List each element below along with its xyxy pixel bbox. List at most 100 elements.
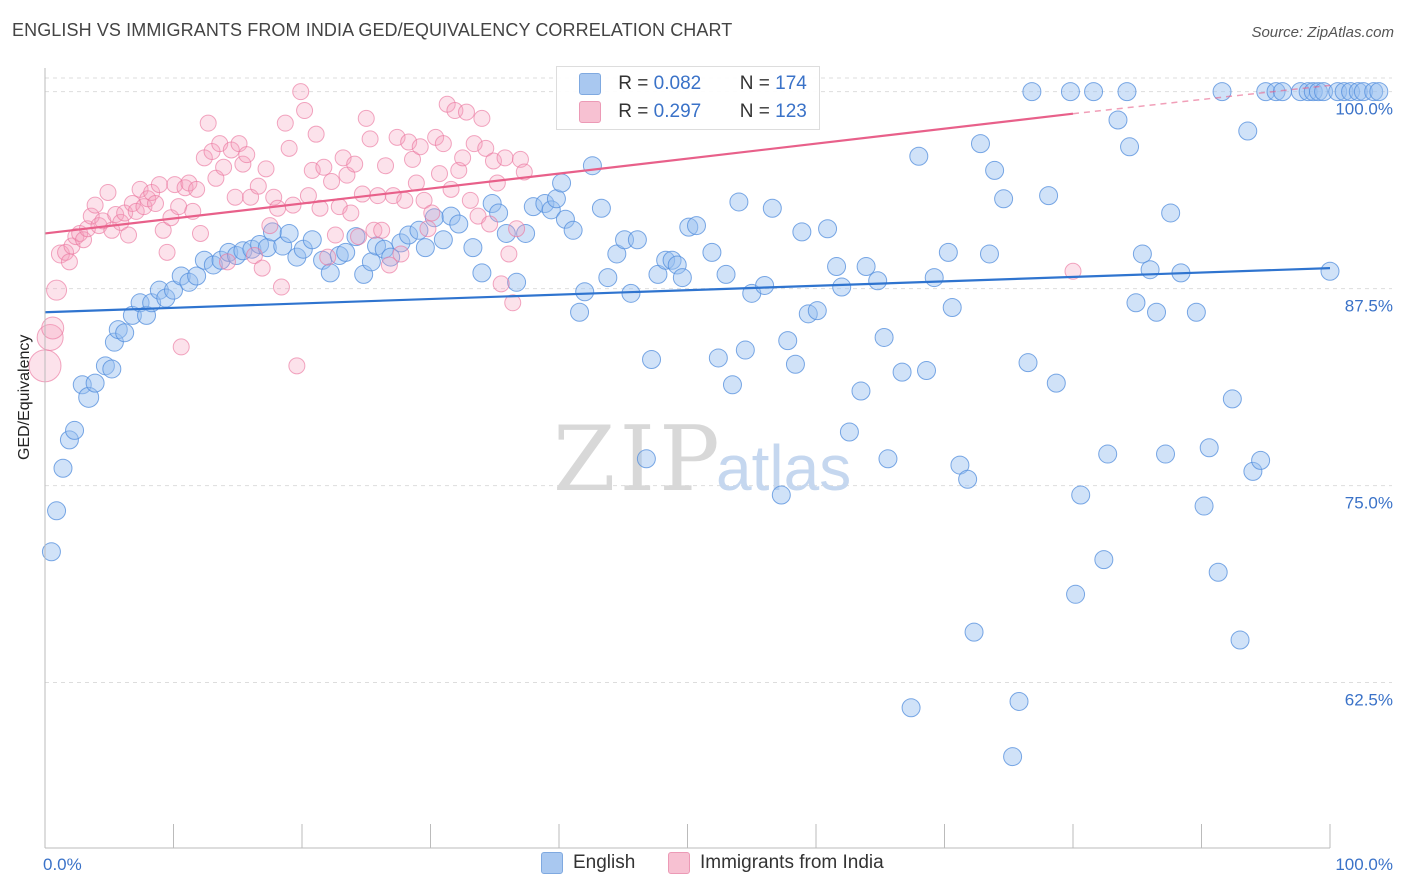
- india-point: [41, 316, 65, 340]
- india-point: [361, 130, 379, 148]
- english-point: [1108, 110, 1128, 130]
- english-point: [1230, 630, 1250, 650]
- english-point: [656, 250, 676, 270]
- english-point: [102, 359, 122, 379]
- english-point: [194, 250, 214, 270]
- source-label: Source: ZipAtlas.com: [1251, 24, 1394, 41]
- english-point: [361, 252, 381, 272]
- english-point: [541, 200, 561, 220]
- y-tick-label: 62.5%: [1345, 691, 1393, 710]
- india-point: [442, 180, 460, 198]
- india-point: [457, 103, 475, 121]
- english-point: [441, 206, 461, 226]
- english-point: [85, 373, 105, 393]
- india-point: [188, 180, 206, 198]
- india-point: [265, 188, 283, 206]
- n-label: N =: [739, 101, 770, 123]
- legend-label-english: English: [573, 852, 636, 874]
- english-point: [716, 264, 736, 284]
- english-point: [1298, 82, 1318, 102]
- english-point: [1353, 82, 1373, 102]
- english-point: [1098, 444, 1118, 464]
- english-point: [729, 192, 749, 212]
- english-point: [1117, 82, 1137, 102]
- english-legend-swatch: [541, 852, 563, 874]
- english-point: [211, 250, 231, 270]
- n-value: 174: [775, 73, 807, 95]
- india-point: [500, 245, 518, 263]
- india-point: [86, 196, 104, 214]
- india-point: [323, 172, 341, 190]
- india-point: [392, 245, 410, 263]
- india-point: [419, 220, 437, 238]
- english-point: [964, 622, 984, 642]
- english-point: [149, 280, 169, 300]
- english-point: [47, 501, 67, 521]
- india-point: [276, 114, 294, 132]
- india-point: [147, 195, 165, 213]
- legend-label-india: Immigrants from India: [700, 852, 884, 874]
- english-point: [1348, 82, 1368, 102]
- english-point: [868, 271, 888, 291]
- r-value: 0.297: [653, 101, 702, 123]
- english-point: [686, 216, 706, 236]
- legend-item-english[interactable]: English: [541, 852, 635, 874]
- english-point: [1161, 203, 1181, 223]
- legend-item-india[interactable]: Immigrants from India: [668, 852, 884, 874]
- english-point: [598, 268, 618, 288]
- english-point: [1126, 293, 1146, 313]
- india-point: [311, 199, 329, 217]
- india-point: [296, 102, 314, 120]
- english-point: [1334, 82, 1354, 102]
- english-point: [909, 146, 929, 166]
- trend-lines: [44, 84, 1331, 314]
- india-point: [319, 248, 337, 266]
- india-point: [218, 253, 236, 271]
- india-point: [57, 243, 75, 261]
- india-point: [350, 228, 368, 246]
- english-point: [415, 238, 435, 258]
- r-label: R =: [618, 73, 649, 95]
- india-point: [75, 231, 93, 249]
- english-point: [1039, 186, 1059, 206]
- english-point: [472, 263, 492, 283]
- india-trend-line: [44, 112, 1074, 235]
- india-point: [377, 157, 395, 175]
- english-point: [320, 263, 340, 283]
- r-value: 0.082: [653, 73, 702, 95]
- english-point: [187, 266, 207, 286]
- english-point: [792, 222, 812, 242]
- india-point: [1064, 262, 1082, 280]
- english-point: [507, 272, 527, 292]
- india-point: [508, 220, 526, 238]
- english-point: [130, 293, 150, 313]
- india-point: [315, 158, 333, 176]
- english-point: [938, 242, 958, 262]
- english-point: [591, 198, 611, 218]
- english-point: [1364, 82, 1384, 102]
- english-point: [1208, 562, 1228, 582]
- english-point: [463, 238, 483, 258]
- english-point: [1046, 373, 1066, 393]
- english-point: [1132, 244, 1152, 264]
- india-point: [249, 177, 267, 195]
- english-point: [1156, 444, 1176, 464]
- english-point: [302, 230, 322, 250]
- india-point: [60, 253, 78, 271]
- india-point: [199, 114, 217, 132]
- english-point: [856, 257, 876, 277]
- y-tick-label: 100.0%: [1335, 100, 1393, 119]
- watermark-zip: ZIP: [553, 407, 724, 512]
- english-point: [59, 430, 79, 450]
- india-point: [423, 204, 441, 222]
- r-label: R =: [618, 101, 649, 123]
- english-point: [1084, 82, 1104, 102]
- english-point: [552, 173, 572, 193]
- x-tick-label: 100.0%: [1335, 855, 1393, 874]
- english-point: [892, 362, 912, 382]
- india-point: [380, 256, 398, 274]
- india-point: [415, 191, 433, 209]
- english-point: [1147, 302, 1167, 322]
- english-point: [985, 160, 1005, 180]
